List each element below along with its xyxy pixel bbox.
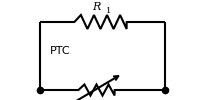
Text: 1: 1	[105, 7, 111, 15]
Text: R: R	[92, 2, 100, 12]
Text: PTC: PTC	[50, 46, 71, 56]
